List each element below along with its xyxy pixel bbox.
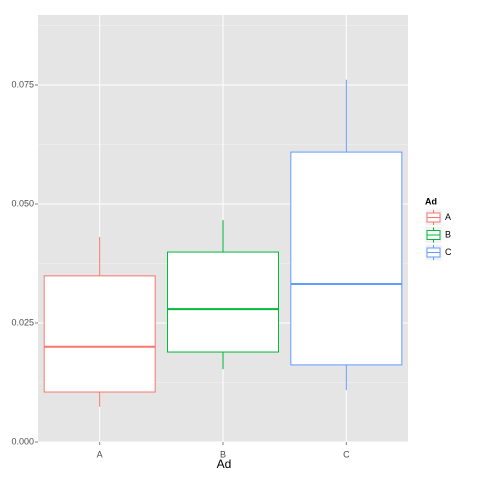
box [167, 251, 279, 353]
legend-label: C [445, 247, 452, 257]
x-tick-label: B [220, 449, 226, 459]
legend-label: A [445, 212, 451, 222]
x-tick-label: A [97, 449, 103, 459]
y-tick-label: 0.000 [11, 436, 34, 446]
x-axis-title: Ad [217, 457, 232, 471]
y-tick-label: 0.025 [11, 317, 34, 327]
y-tick-label: 0.075 [11, 79, 34, 89]
y-tick-label: 0.050 [11, 198, 34, 208]
legend-label: B [445, 229, 451, 239]
box [290, 151, 403, 366]
box [43, 275, 156, 393]
x-tick-label: C [343, 449, 350, 459]
legend-title: Ad [425, 196, 437, 206]
